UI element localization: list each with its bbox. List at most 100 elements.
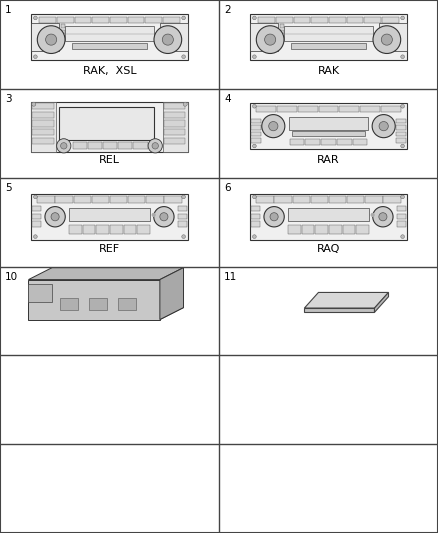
Bar bbox=[379, 23, 407, 51]
Bar bbox=[178, 221, 187, 227]
Bar bbox=[288, 225, 301, 235]
Circle shape bbox=[37, 26, 65, 53]
Bar bbox=[396, 132, 406, 136]
Bar bbox=[32, 120, 54, 126]
Bar bbox=[57, 17, 74, 22]
Bar bbox=[69, 225, 82, 235]
Text: RAK: RAK bbox=[318, 67, 339, 76]
Circle shape bbox=[401, 16, 404, 20]
Bar bbox=[289, 117, 368, 130]
Bar bbox=[383, 197, 401, 203]
Bar bbox=[329, 17, 346, 22]
Circle shape bbox=[162, 34, 173, 45]
Bar bbox=[305, 139, 320, 144]
Circle shape bbox=[46, 34, 57, 45]
Bar bbox=[329, 197, 346, 203]
Bar bbox=[110, 197, 127, 203]
Bar bbox=[318, 106, 339, 112]
Bar bbox=[31, 23, 59, 51]
Polygon shape bbox=[28, 308, 184, 320]
Circle shape bbox=[253, 144, 256, 148]
Bar bbox=[339, 106, 359, 112]
Bar bbox=[356, 225, 369, 235]
Bar bbox=[164, 112, 185, 118]
Text: RAR: RAR bbox=[317, 155, 340, 165]
Bar bbox=[96, 225, 109, 235]
Bar bbox=[68, 208, 151, 221]
Bar bbox=[137, 225, 150, 235]
Bar bbox=[293, 17, 310, 22]
Bar bbox=[39, 17, 56, 22]
Bar bbox=[32, 138, 54, 144]
Bar bbox=[315, 225, 328, 235]
Circle shape bbox=[32, 102, 36, 106]
Bar bbox=[396, 125, 406, 130]
Bar bbox=[37, 197, 55, 203]
Bar bbox=[110, 17, 127, 22]
Bar bbox=[250, 23, 278, 51]
Bar bbox=[293, 197, 310, 203]
Circle shape bbox=[372, 115, 395, 138]
Bar bbox=[178, 214, 187, 219]
Bar bbox=[124, 225, 136, 235]
Circle shape bbox=[401, 195, 404, 199]
Circle shape bbox=[265, 34, 276, 45]
Circle shape bbox=[34, 195, 37, 199]
Circle shape bbox=[182, 16, 185, 20]
Bar bbox=[164, 138, 185, 144]
Bar bbox=[250, 193, 407, 240]
Circle shape bbox=[381, 34, 392, 45]
Bar bbox=[256, 106, 276, 112]
Text: 11: 11 bbox=[224, 271, 237, 281]
Circle shape bbox=[253, 195, 256, 199]
Text: RAQ: RAQ bbox=[317, 244, 340, 254]
Bar bbox=[118, 142, 132, 149]
Bar bbox=[251, 132, 261, 136]
Bar bbox=[89, 297, 107, 310]
Polygon shape bbox=[28, 268, 184, 280]
Bar bbox=[274, 197, 292, 203]
Bar bbox=[347, 197, 364, 203]
Circle shape bbox=[182, 195, 185, 199]
Circle shape bbox=[160, 213, 168, 221]
Bar bbox=[59, 107, 154, 140]
Bar bbox=[164, 120, 185, 126]
Bar bbox=[28, 284, 52, 302]
Bar bbox=[110, 225, 123, 235]
Text: 1: 1 bbox=[5, 5, 12, 15]
Bar bbox=[290, 139, 304, 144]
Circle shape bbox=[253, 55, 256, 59]
Bar bbox=[61, 24, 65, 28]
Bar bbox=[92, 17, 109, 22]
Text: 4: 4 bbox=[224, 94, 231, 104]
Text: 10: 10 bbox=[5, 271, 18, 281]
Circle shape bbox=[373, 207, 393, 227]
Bar bbox=[92, 197, 109, 203]
Circle shape bbox=[253, 104, 256, 108]
Bar bbox=[145, 17, 162, 22]
Bar bbox=[353, 139, 367, 144]
Circle shape bbox=[148, 139, 162, 153]
Circle shape bbox=[51, 213, 59, 221]
Circle shape bbox=[373, 26, 401, 53]
Circle shape bbox=[253, 235, 256, 238]
Bar bbox=[32, 112, 54, 118]
Bar bbox=[397, 221, 406, 227]
Circle shape bbox=[262, 115, 285, 138]
Bar bbox=[343, 225, 355, 235]
Bar bbox=[280, 30, 284, 34]
Circle shape bbox=[270, 213, 278, 221]
Circle shape bbox=[154, 207, 174, 227]
Bar bbox=[73, 142, 87, 149]
Bar bbox=[329, 225, 342, 235]
Bar bbox=[128, 17, 145, 22]
Text: 6: 6 bbox=[224, 183, 231, 192]
Bar bbox=[337, 139, 352, 144]
Bar bbox=[164, 103, 185, 109]
Circle shape bbox=[152, 214, 155, 216]
Bar bbox=[164, 197, 182, 203]
Bar bbox=[128, 197, 145, 203]
Circle shape bbox=[379, 213, 387, 221]
Text: 5: 5 bbox=[5, 183, 12, 192]
Polygon shape bbox=[28, 280, 160, 320]
